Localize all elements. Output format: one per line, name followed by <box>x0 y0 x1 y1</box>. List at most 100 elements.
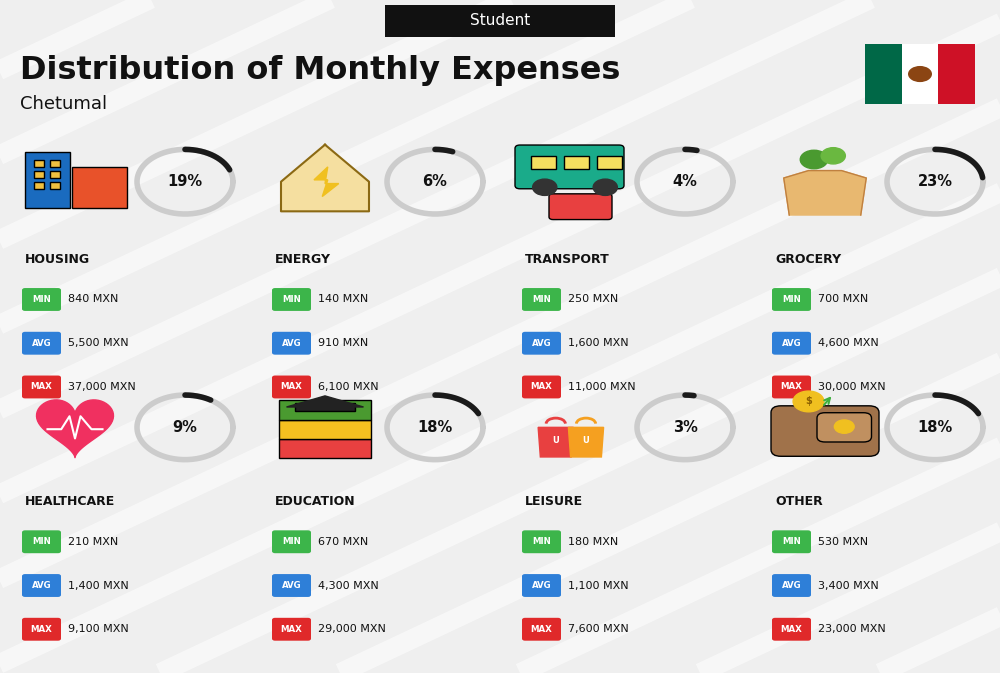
Text: MAX: MAX <box>281 625 302 634</box>
Text: 7,600 MXN: 7,600 MXN <box>568 625 629 634</box>
Text: MAX: MAX <box>781 625 802 634</box>
Text: 30,000 MXN: 30,000 MXN <box>818 382 886 392</box>
Text: GROCERY: GROCERY <box>775 252 841 266</box>
FancyBboxPatch shape <box>22 574 61 597</box>
Text: 37,000 MXN: 37,000 MXN <box>68 382 136 392</box>
FancyBboxPatch shape <box>272 288 311 311</box>
Text: MIN: MIN <box>782 537 801 546</box>
FancyBboxPatch shape <box>26 152 70 207</box>
Text: 670 MXN: 670 MXN <box>318 537 368 546</box>
FancyBboxPatch shape <box>34 171 44 178</box>
Text: HOUSING: HOUSING <box>25 252 90 266</box>
Text: MIN: MIN <box>532 295 551 304</box>
Text: AVG: AVG <box>282 581 301 590</box>
FancyBboxPatch shape <box>22 618 61 641</box>
FancyBboxPatch shape <box>772 574 811 597</box>
FancyBboxPatch shape <box>549 194 612 219</box>
Text: MIN: MIN <box>282 295 301 304</box>
FancyBboxPatch shape <box>531 156 556 169</box>
Text: LEISURE: LEISURE <box>525 495 583 508</box>
FancyBboxPatch shape <box>34 182 44 189</box>
Text: MAX: MAX <box>281 382 302 392</box>
Text: MIN: MIN <box>32 295 51 304</box>
Circle shape <box>821 147 845 164</box>
FancyBboxPatch shape <box>865 44 902 104</box>
Text: 140 MXN: 140 MXN <box>318 295 368 304</box>
FancyBboxPatch shape <box>597 156 622 169</box>
Text: 180 MXN: 180 MXN <box>568 537 618 546</box>
FancyBboxPatch shape <box>50 160 60 167</box>
Text: HEALTHCARE: HEALTHCARE <box>25 495 115 508</box>
Text: 3,400 MXN: 3,400 MXN <box>818 581 879 590</box>
Circle shape <box>793 391 824 412</box>
Text: 9%: 9% <box>173 420 197 435</box>
Text: 530 MXN: 530 MXN <box>818 537 868 546</box>
FancyBboxPatch shape <box>22 288 61 311</box>
Text: MIN: MIN <box>532 537 551 546</box>
Text: 6%: 6% <box>423 174 447 189</box>
Polygon shape <box>281 145 369 211</box>
Text: 18%: 18% <box>917 420 953 435</box>
FancyBboxPatch shape <box>938 44 975 104</box>
FancyBboxPatch shape <box>522 332 561 355</box>
Text: 4,300 MXN: 4,300 MXN <box>318 581 379 590</box>
FancyBboxPatch shape <box>279 439 371 458</box>
Polygon shape <box>538 427 573 457</box>
FancyBboxPatch shape <box>272 332 311 355</box>
Circle shape <box>834 420 854 433</box>
FancyBboxPatch shape <box>22 376 61 398</box>
Text: 23,000 MXN: 23,000 MXN <box>818 625 886 634</box>
Text: U: U <box>583 436 589 445</box>
FancyBboxPatch shape <box>902 44 938 104</box>
Circle shape <box>800 150 828 169</box>
Text: MAX: MAX <box>31 382 52 392</box>
Text: AVG: AVG <box>782 339 801 348</box>
Polygon shape <box>314 167 339 197</box>
Polygon shape <box>287 396 364 407</box>
FancyBboxPatch shape <box>50 182 60 189</box>
FancyBboxPatch shape <box>515 145 624 189</box>
FancyBboxPatch shape <box>771 406 879 456</box>
Text: AVG: AVG <box>282 339 301 348</box>
Polygon shape <box>37 400 113 458</box>
Text: 1,400 MXN: 1,400 MXN <box>68 581 129 590</box>
Circle shape <box>908 66 932 82</box>
Text: U: U <box>552 436 559 445</box>
FancyBboxPatch shape <box>34 160 44 167</box>
FancyBboxPatch shape <box>564 156 589 169</box>
FancyBboxPatch shape <box>817 413 872 442</box>
FancyBboxPatch shape <box>385 5 615 37</box>
Text: 29,000 MXN: 29,000 MXN <box>318 625 386 634</box>
FancyBboxPatch shape <box>522 618 561 641</box>
FancyBboxPatch shape <box>272 574 311 597</box>
Text: 700 MXN: 700 MXN <box>818 295 868 304</box>
FancyBboxPatch shape <box>272 530 311 553</box>
Text: AVG: AVG <box>782 581 801 590</box>
FancyBboxPatch shape <box>272 376 311 398</box>
Text: MAX: MAX <box>31 625 52 634</box>
Text: MIN: MIN <box>32 537 51 546</box>
Text: MIN: MIN <box>282 537 301 546</box>
Text: MAX: MAX <box>531 382 552 392</box>
Text: MIN: MIN <box>782 295 801 304</box>
FancyBboxPatch shape <box>772 618 811 641</box>
Text: 6,100 MXN: 6,100 MXN <box>318 382 379 392</box>
FancyBboxPatch shape <box>72 167 127 207</box>
FancyBboxPatch shape <box>772 288 811 311</box>
Text: MAX: MAX <box>531 625 552 634</box>
FancyBboxPatch shape <box>295 403 355 411</box>
FancyBboxPatch shape <box>522 288 561 311</box>
Text: AVG: AVG <box>532 339 551 348</box>
Text: 4%: 4% <box>673 174 697 189</box>
FancyBboxPatch shape <box>22 530 61 553</box>
Text: AVG: AVG <box>32 339 51 348</box>
FancyBboxPatch shape <box>279 400 371 420</box>
Text: 910 MXN: 910 MXN <box>318 339 368 348</box>
Text: OTHER: OTHER <box>775 495 823 508</box>
Polygon shape <box>568 427 604 457</box>
Text: 210 MXN: 210 MXN <box>68 537 118 546</box>
Text: Chetumal: Chetumal <box>20 96 107 113</box>
FancyBboxPatch shape <box>772 376 811 398</box>
Circle shape <box>533 179 557 195</box>
Text: MAX: MAX <box>781 382 802 392</box>
